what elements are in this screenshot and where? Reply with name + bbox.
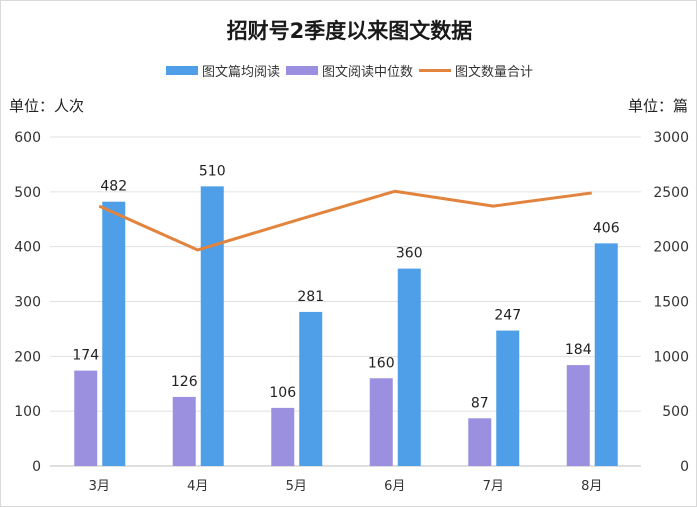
left-tick-label: 600 xyxy=(14,130,41,146)
bar xyxy=(468,418,492,466)
data-label: 281 xyxy=(297,289,324,305)
bar xyxy=(74,370,98,466)
bar xyxy=(102,201,126,466)
legend-swatch xyxy=(285,66,318,75)
bar xyxy=(397,268,421,466)
data-label: 126 xyxy=(171,374,198,390)
data-label: 106 xyxy=(269,385,296,401)
data-label: 184 xyxy=(565,342,592,358)
legend: 图文篇均阅读 图文阅读中位数 图文数量合计 xyxy=(1,61,696,80)
legend-label: 图文篇均阅读 xyxy=(201,65,280,80)
right-tick-label: 2500 xyxy=(653,185,689,201)
right-tick-label: 2000 xyxy=(653,240,689,256)
right-tick-label: 0 xyxy=(680,459,689,475)
data-label: 160 xyxy=(368,355,395,371)
right-tick-label: 3000 xyxy=(653,130,689,146)
x-tick-label: 6月 xyxy=(384,479,405,494)
data-label: 510 xyxy=(199,163,226,179)
data-label: 360 xyxy=(396,246,423,262)
right-tick-label: 1000 xyxy=(653,349,689,365)
x-tick-label: 4月 xyxy=(187,479,208,494)
data-label: 247 xyxy=(494,308,521,324)
left-axis-label: 单位：人次 xyxy=(9,97,85,115)
legend-label: 图文数量合计 xyxy=(455,65,534,80)
legend-item-median-read: 图文阅读中位数 xyxy=(285,61,413,80)
legend-label: 图文阅读中位数 xyxy=(321,65,413,80)
x-tick-label: 3月 xyxy=(89,479,110,494)
left-tick-label: 500 xyxy=(14,185,41,201)
legend-item-count: 图文数量合计 xyxy=(419,61,533,80)
data-label: 87 xyxy=(471,395,489,411)
left-tick-label: 0 xyxy=(32,459,41,475)
right-axis-label: 单位：篇 xyxy=(627,97,688,115)
bar xyxy=(369,378,393,466)
left-tick-label: 300 xyxy=(14,295,41,311)
right-tick-label: 1500 xyxy=(653,295,689,311)
left-tick-label: 400 xyxy=(14,240,41,256)
legend-item-avg-read: 图文篇均阅读 xyxy=(165,61,280,80)
data-label: 406 xyxy=(593,220,620,236)
x-tick-label: 5月 xyxy=(286,479,307,494)
legend-swatch xyxy=(419,69,451,72)
right-tick-label: 500 xyxy=(662,404,689,420)
bar xyxy=(172,396,196,466)
bar xyxy=(200,186,224,466)
bar xyxy=(594,243,618,466)
bar xyxy=(299,311,323,466)
bar xyxy=(566,365,590,466)
left-tick-label: 100 xyxy=(14,404,41,420)
bar xyxy=(496,330,520,466)
chart-title: 招财号2季度以来图文数据 xyxy=(226,19,473,43)
x-tick-label: 7月 xyxy=(483,479,504,494)
left-tick-label: 200 xyxy=(14,349,41,365)
x-tick-label: 8月 xyxy=(581,479,602,494)
data-label: 482 xyxy=(100,179,127,195)
line-series xyxy=(98,189,592,252)
bar xyxy=(271,407,295,466)
data-label: 174 xyxy=(72,348,99,364)
legend-swatch xyxy=(165,66,198,75)
